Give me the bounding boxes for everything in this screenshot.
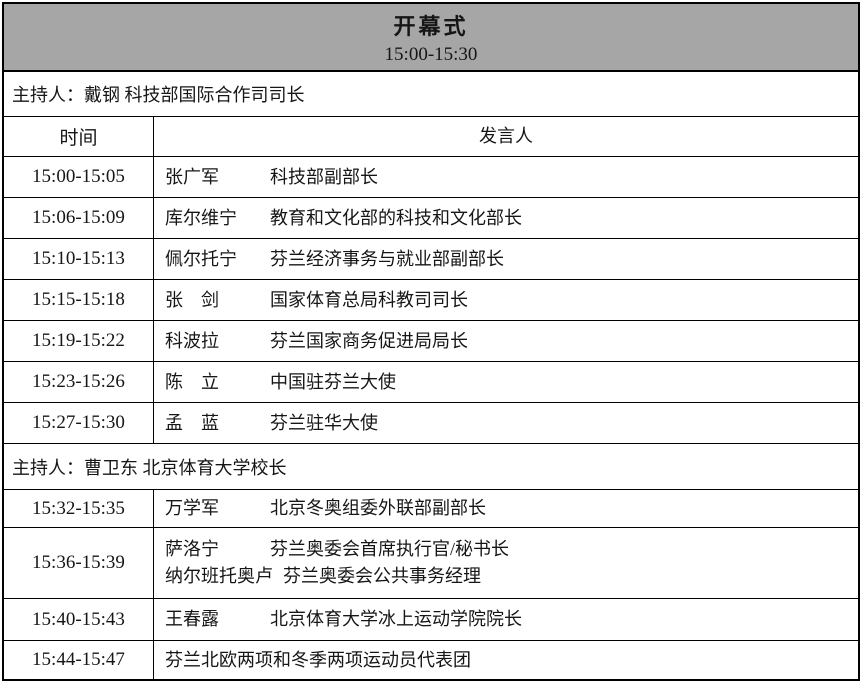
speaker-name: 佩尔托宁 <box>165 248 237 269</box>
speaker-name: 张 剑 <box>165 289 219 310</box>
speaker-line: 王春露 北京体育大学冰上运动学院院长 <box>165 606 847 633</box>
session-title: 开幕式 <box>393 13 469 39</box>
speaker-line: 万学军 北京冬奥组委外联部副部长 <box>165 495 847 522</box>
time-cell: 15:27-15:30 <box>4 403 154 443</box>
schedule-row: 15:10-15:13 佩尔托宁 芬兰经济事务与就业部副部长 <box>4 239 858 280</box>
speaker-name: 纳尔班托奥卢 <box>165 566 273 586</box>
schedule-row: 15:40-15:43 王春露 北京体育大学冰上运动学院院长 <box>4 599 858 641</box>
speaker-name: 王春露 <box>165 609 219 629</box>
speaker-title: 北京冬奥组委外联部副部长 <box>270 498 486 518</box>
moderator-text: 主持人：戴钢 科技部国际合作司司长 <box>12 85 305 105</box>
time-cell: 15:44-15:47 <box>4 641 154 679</box>
moderator-row: 主持人：戴钢 科技部国际合作司司长 <box>4 72 858 117</box>
time-cell: 15:06-15:09 <box>4 198 154 238</box>
speaker-cell: 科波拉 芬兰国家商务促进局局长 <box>154 321 858 361</box>
speaker-line: 芬兰北欧两项和冬季两项运动员代表团 <box>165 647 847 674</box>
speaker-cell: 芬兰北欧两项和冬季两项运动员代表团 <box>154 641 858 679</box>
speaker-title: 芬兰经济事务与就业部副部长 <box>270 248 504 269</box>
speaker-title: 科技部副部长 <box>270 166 378 187</box>
speaker-title: 芬兰驻华大使 <box>270 412 378 433</box>
schedule-row: 15:32-15:35 万学军 北京冬奥组委外联部副部长 <box>4 490 858 528</box>
speaker-name: 陈 立 <box>165 371 219 392</box>
schedule-row: 15:44-15:47 芬兰北欧两项和冬季两项运动员代表团 <box>4 641 858 679</box>
speaker-line: 孟 蓝 芬兰驻华大使 <box>165 410 847 437</box>
schedule-row: 15:19-15:22 科波拉 芬兰国家商务促进局局长 <box>4 321 858 362</box>
schedule-row: 15:00-15:05 张广军 科技部副部长 <box>4 157 858 198</box>
speaker-name: 库尔维宁 <box>165 207 237 228</box>
speaker-title: 芬兰奥委会首席执行官/秘书长 <box>270 539 509 559</box>
speaker-cell: 王春露 北京体育大学冰上运动学院院长 <box>154 599 858 640</box>
column-header-speaker: 发言人 <box>479 126 533 146</box>
speaker-line: 陈 立 中国驻芬兰大使 <box>165 369 847 396</box>
speaker-name: 萨洛宁 <box>165 539 219 559</box>
speaker-cell: 库尔维宁 教育和文化部的科技和文化部长 <box>154 198 858 238</box>
speaker-name: 孟 蓝 <box>165 412 219 433</box>
speaker-line: 佩尔托宁 芬兰经济事务与就业部副部长 <box>165 246 847 273</box>
speaker-cell: 萨洛宁 芬兰奥委会首席执行官/秘书长 纳尔班托奥卢 芬兰奥委会公共事务经理 <box>154 528 858 598</box>
speaker-name: 芬兰北欧两项和冬季两项运动员代表团 <box>165 649 471 670</box>
schedule-row: 15:27-15:30 孟 蓝 芬兰驻华大使 <box>4 403 858 444</box>
schedule-row: 15:36-15:39 萨洛宁 芬兰奥委会首席执行官/秘书长 纳尔班托奥卢 芬兰… <box>4 528 858 599</box>
speaker-line: 张广军 科技部副部长 <box>165 164 847 191</box>
session-header: 开幕式 15:00-15:30 <box>4 4 858 72</box>
speaker-title: 中国驻芬兰大使 <box>270 371 396 392</box>
speaker-cell: 张 剑 国家体育总局科教司司长 <box>154 280 858 320</box>
speaker-line: 萨洛宁 芬兰奥委会首席执行官/秘书长 <box>165 536 847 563</box>
moderator-row: 主持人：曹卫东 北京体育大学校长 <box>4 444 858 490</box>
time-cell: 15:15-15:18 <box>4 280 154 320</box>
speaker-cell: 孟 蓝 芬兰驻华大使 <box>154 403 858 443</box>
speaker-line: 纳尔班托奥卢 芬兰奥委会公共事务经理 <box>165 563 847 590</box>
speaker-cell: 张广军 科技部副部长 <box>154 157 858 197</box>
speaker-cell: 万学军 北京冬奥组委外联部副部长 <box>154 490 858 527</box>
schedule-row: 15:06-15:09 库尔维宁 教育和文化部的科技和文化部长 <box>4 198 858 239</box>
speaker-title: 芬兰国家商务促进局局长 <box>270 330 468 351</box>
column-header-time: 时间 <box>4 117 154 156</box>
speaker-title: 芬兰奥委会公共事务经理 <box>283 566 481 586</box>
time-cell: 15:19-15:22 <box>4 321 154 361</box>
schedule-row: 15:15-15:18 张 剑 国家体育总局科教司司长 <box>4 280 858 321</box>
speaker-cell: 陈 立 中国驻芬兰大使 <box>154 362 858 402</box>
column-header-row: 时间 发言人 <box>4 117 858 157</box>
time-cell: 15:32-15:35 <box>4 490 154 527</box>
time-cell: 15:40-15:43 <box>4 599 154 640</box>
session-time-range: 15:00-15:30 <box>384 43 478 65</box>
speaker-line: 科波拉 芬兰国家商务促进局局长 <box>165 328 847 355</box>
speaker-cell: 佩尔托宁 芬兰经济事务与就业部副部长 <box>154 239 858 279</box>
speaker-line: 张 剑 国家体育总局科教司司长 <box>165 287 847 314</box>
speaker-name: 张广军 <box>165 166 219 187</box>
time-cell: 15:23-15:26 <box>4 362 154 402</box>
speaker-line: 库尔维宁 教育和文化部的科技和文化部长 <box>165 205 847 232</box>
speaker-title: 教育和文化部的科技和文化部长 <box>270 207 522 228</box>
schedule-row: 15:23-15:26 陈 立 中国驻芬兰大使 <box>4 362 858 403</box>
speaker-title: 国家体育总局科教司司长 <box>270 289 468 310</box>
time-cell: 15:10-15:13 <box>4 239 154 279</box>
speaker-name: 万学军 <box>165 498 219 518</box>
time-cell: 15:00-15:05 <box>4 157 154 197</box>
speaker-title: 北京体育大学冰上运动学院院长 <box>270 609 522 629</box>
speaker-name: 科波拉 <box>165 330 219 351</box>
moderator-text: 主持人：曹卫东 北京体育大学校长 <box>12 457 287 478</box>
time-cell: 15:36-15:39 <box>4 528 154 598</box>
